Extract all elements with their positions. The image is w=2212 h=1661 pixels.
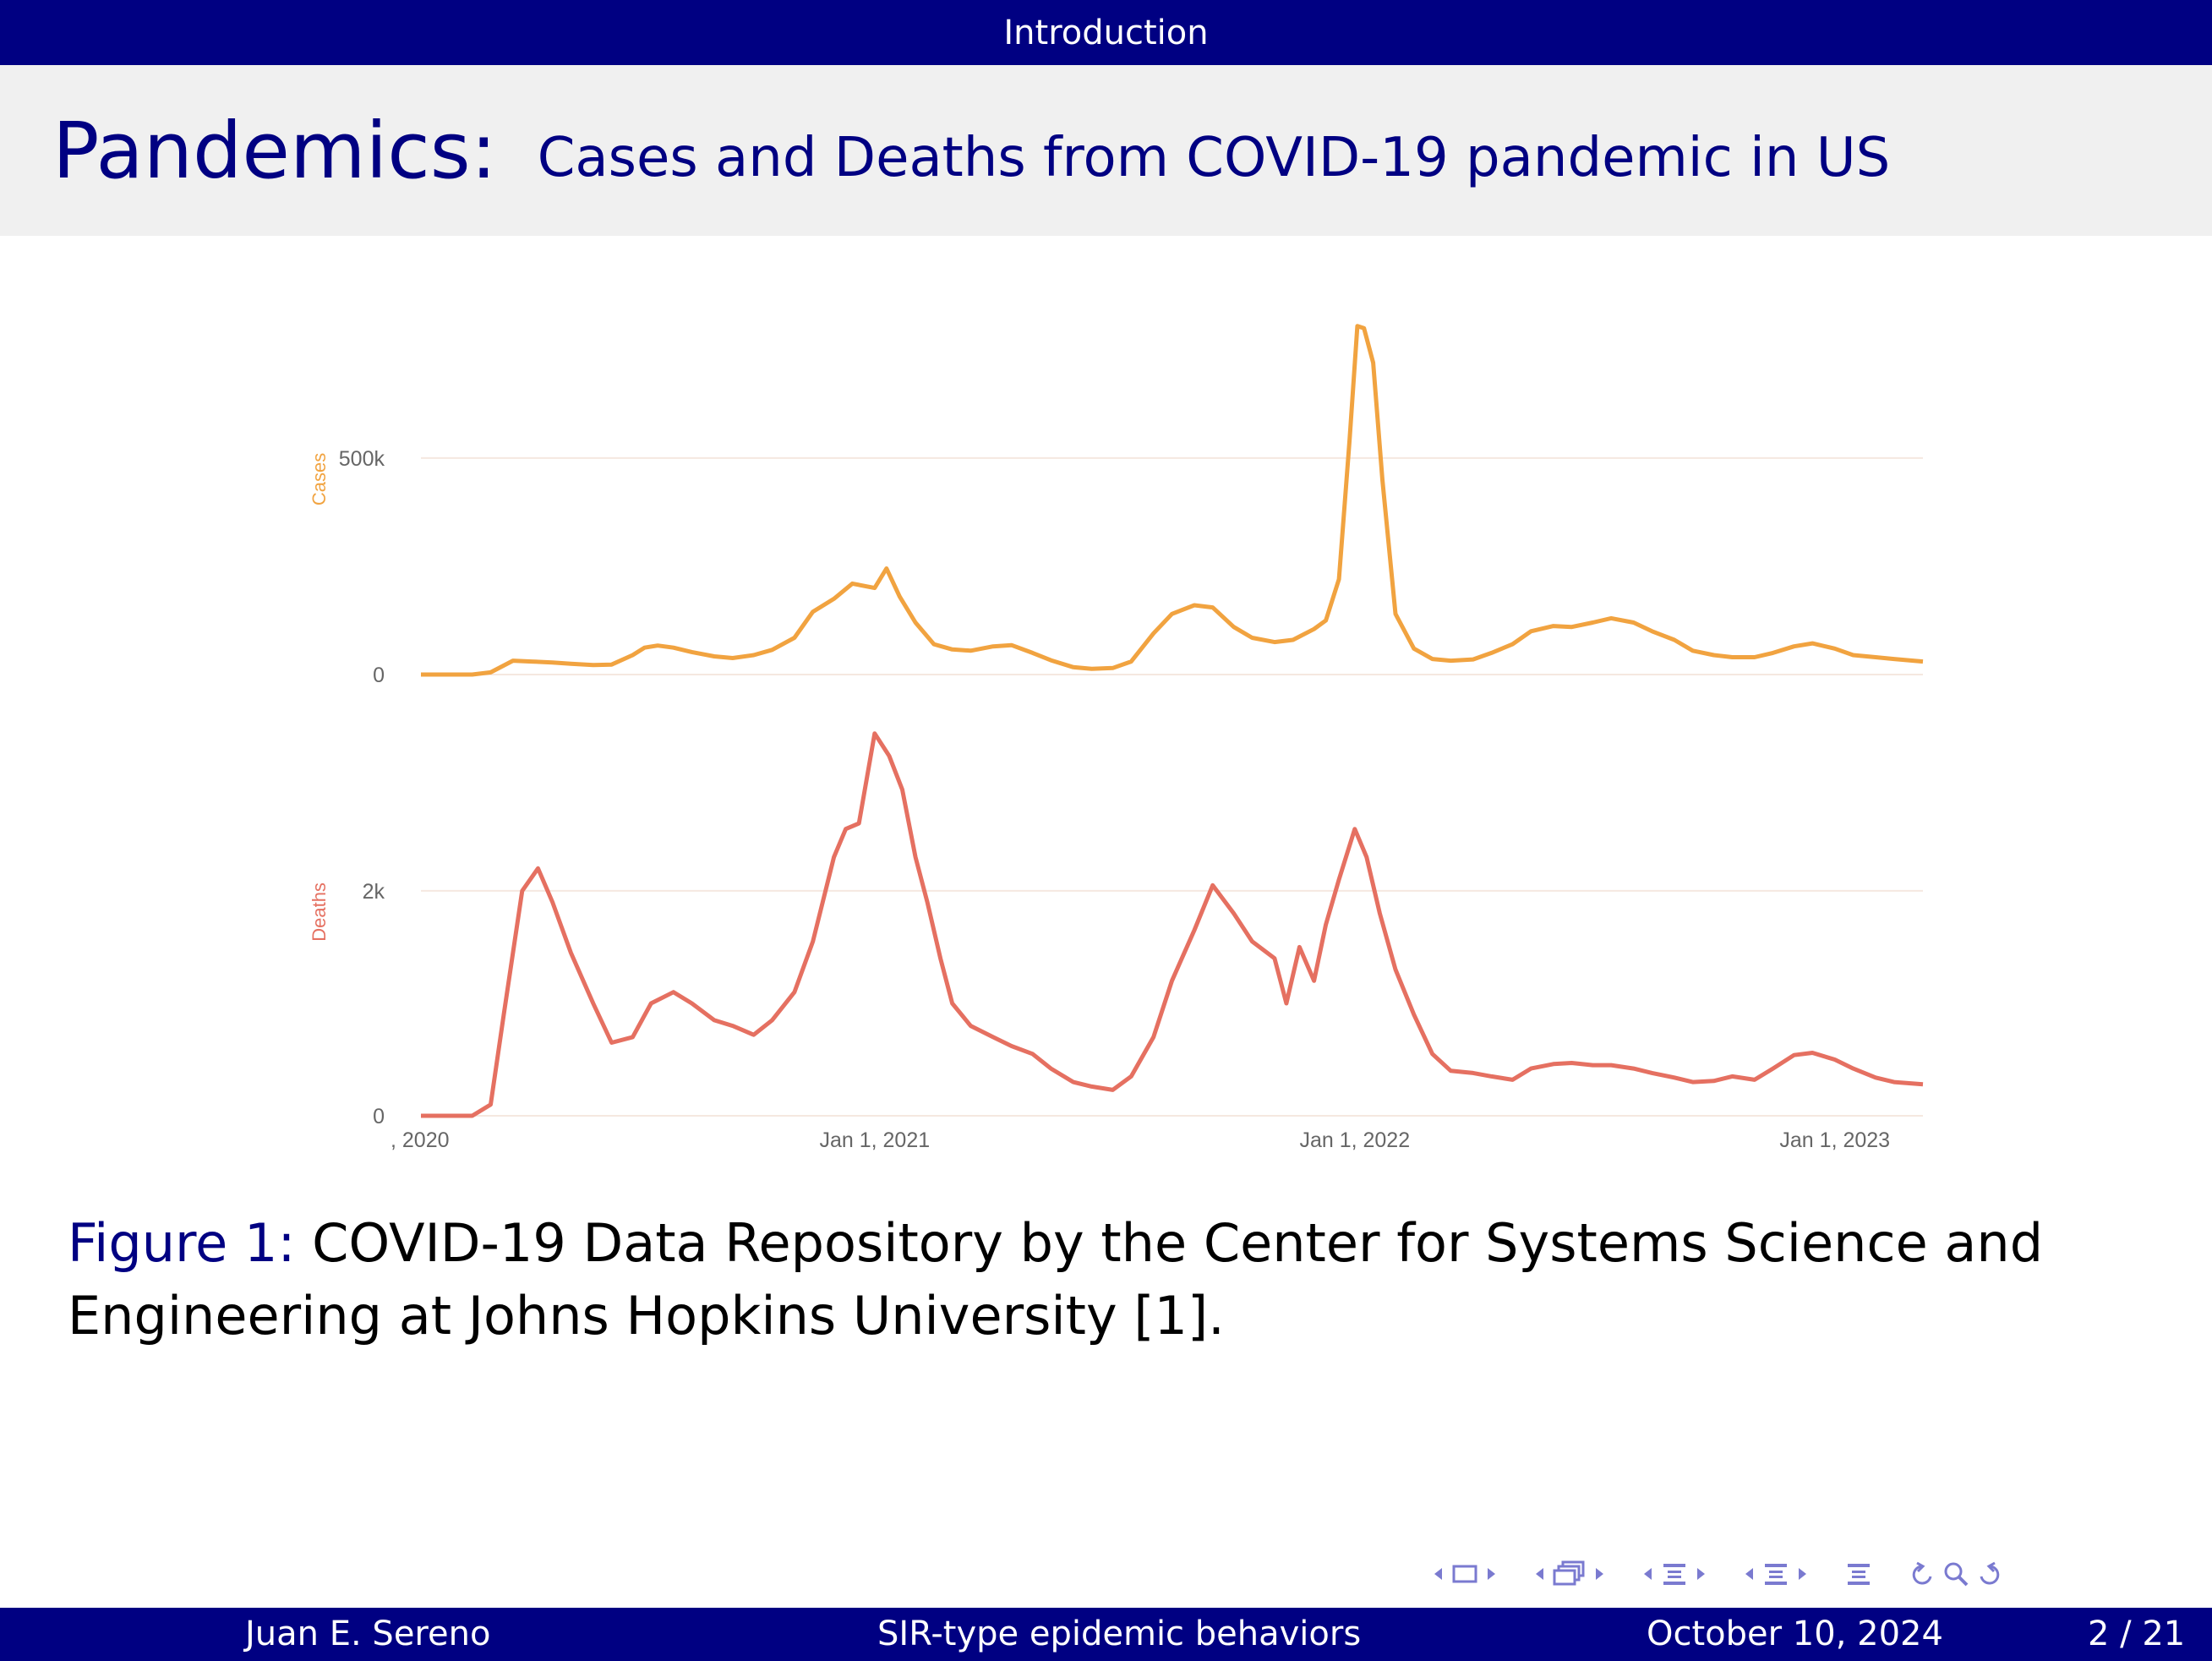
x-tick-2021: Jan 1, 2021 xyxy=(819,1128,930,1152)
arrow-left-icon[interactable] xyxy=(1740,1555,1758,1593)
footer-page-number: 2 / 21 xyxy=(2088,1615,2186,1653)
section-header-bar: Introduction xyxy=(0,0,2212,65)
footer-talk-title: SIR-type epidemic behaviors xyxy=(877,1615,1362,1653)
section-icon[interactable] xyxy=(1657,1555,1692,1593)
back-icon[interactable] xyxy=(1905,1555,1939,1593)
beamer-navigation-symbols xyxy=(1428,1555,2007,1593)
frame-icon[interactable] xyxy=(1447,1555,1483,1593)
arrow-right-icon[interactable] xyxy=(1591,1555,1609,1593)
subsection-icon[interactable] xyxy=(1548,1555,1591,1593)
frame-subtitle: Cases and Deaths from COVID-19 pandemic … xyxy=(537,127,1891,189)
toc-icon[interactable] xyxy=(1841,1555,1876,1593)
x-tick-2022: Jan 1, 2022 xyxy=(1299,1128,1410,1152)
footer-date: October 10, 2024 xyxy=(1647,1615,1943,1653)
arrow-right-icon[interactable] xyxy=(1692,1555,1711,1593)
x-tick-2020: , 2020 xyxy=(391,1128,450,1152)
arrow-left-icon[interactable] xyxy=(1638,1555,1657,1593)
frame-title: Pandemics: xyxy=(52,105,497,196)
footer-author: Juan E. Sereno xyxy=(245,1615,491,1653)
cases-y-tick-0: 0 xyxy=(373,664,385,687)
cases-y-axis-title: Cases xyxy=(309,453,330,505)
frame-title-bar: Pandemics: Cases and Deaths from COVID-1… xyxy=(0,65,2212,236)
covid-chart: 500k 0 Cases 2k 0 Deaths , 2020 Jan 1, 2… xyxy=(309,324,1924,1152)
deaths-y-tick-2k: 2k xyxy=(363,880,385,904)
footer-bar: Juan E. Sereno SIR-type epidemic behavio… xyxy=(0,1608,2212,1661)
arrow-right-icon[interactable] xyxy=(1794,1555,1812,1593)
cases-panel: 500k 0 Cases xyxy=(309,324,1924,687)
figure-label: Figure 1: xyxy=(68,1212,296,1274)
figure-caption: Figure 1: COVID-19 Data Repository by th… xyxy=(68,1207,2138,1352)
deaths-panel: 2k 0 Deaths xyxy=(309,731,1924,1128)
cases-series-line xyxy=(421,324,1924,677)
arrow-left-icon[interactable] xyxy=(1530,1555,1548,1593)
section-icon[interactable] xyxy=(1758,1555,1794,1593)
section-title[interactable]: Introduction xyxy=(1003,13,1209,52)
cases-y-tick-500k: 500k xyxy=(339,447,385,471)
arrow-right-icon[interactable] xyxy=(1483,1555,1501,1593)
deaths-series-line xyxy=(421,731,1924,1118)
figure-caption-text: COVID-19 Data Repository by the Center f… xyxy=(68,1212,2044,1347)
x-tick-2023: Jan 1, 2023 xyxy=(1779,1128,1890,1152)
deaths-y-tick-0: 0 xyxy=(373,1105,385,1128)
forward-icon[interactable] xyxy=(1973,1555,2007,1593)
arrow-left-icon[interactable] xyxy=(1428,1555,1447,1593)
search-icon[interactable] xyxy=(1939,1555,1973,1593)
x-axis-ticks: , 2020 Jan 1, 2021 Jan 1, 2022 Jan 1, 20… xyxy=(391,1128,1890,1152)
deaths-y-axis-title: Deaths xyxy=(309,882,330,942)
